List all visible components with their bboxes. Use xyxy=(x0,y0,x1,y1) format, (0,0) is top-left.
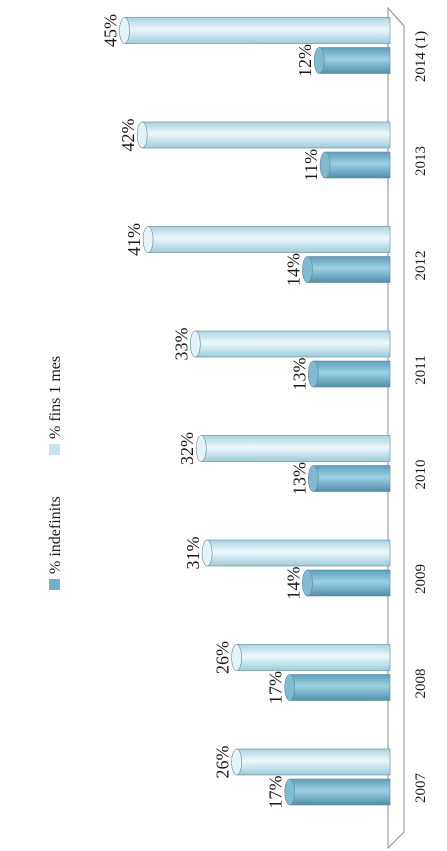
chart-floor xyxy=(387,6,405,850)
value-label: 12% xyxy=(295,44,315,77)
value-label: 31% xyxy=(183,537,203,570)
bar-body xyxy=(147,226,391,253)
category-tick-label: 2008 xyxy=(413,669,429,699)
bar-indefinits-2013 xyxy=(319,151,391,179)
category-tick-label: 2009 xyxy=(413,564,429,594)
value-label: 32% xyxy=(177,432,197,465)
bar-body xyxy=(307,569,391,597)
category-tick-label: 2011 xyxy=(413,355,429,384)
bar-fins-1-mes-2012 xyxy=(142,226,391,253)
category-tick-label: 2010 xyxy=(413,460,429,490)
bar-indefinits-2009 xyxy=(302,569,391,597)
legend-label-fins-1-mes: % fins 1 mes xyxy=(47,356,64,439)
bar-cap xyxy=(313,47,325,74)
value-label: 13% xyxy=(289,462,309,495)
bar-body xyxy=(141,121,391,149)
bar-body xyxy=(289,778,391,806)
bar-cap xyxy=(136,121,148,149)
bar-body xyxy=(124,17,391,44)
value-label: 41% xyxy=(124,223,144,256)
value-label: 33% xyxy=(171,328,191,361)
bar-cap xyxy=(231,748,242,776)
bar-cap xyxy=(307,465,319,492)
bar-fins-1-mes-2008 xyxy=(231,644,391,671)
value-label: 17% xyxy=(266,671,286,704)
bar-cap xyxy=(307,360,319,388)
bar-cap xyxy=(319,151,331,179)
bar-fins-1-mes-2011 xyxy=(190,330,391,358)
bar-cap xyxy=(142,226,154,253)
value-label: 45% xyxy=(101,14,121,47)
bar-cap xyxy=(119,17,130,44)
value-label: 42% xyxy=(118,119,138,152)
bar-body xyxy=(312,465,391,492)
value-label: 17% xyxy=(266,776,286,809)
category-tick-label: 2014 (1) xyxy=(413,31,429,82)
value-label: 13% xyxy=(289,358,309,391)
value-label: 26% xyxy=(213,641,233,674)
bar-body xyxy=(195,330,391,358)
bar-indefinits-2014-1 xyxy=(313,47,391,74)
category-tick-label: 2012 xyxy=(413,251,429,281)
bar-fins-1-mes-2007 xyxy=(231,748,391,776)
bar-indefinits-2007 xyxy=(284,778,391,806)
legend-swatch-fins-1-mes xyxy=(49,444,60,455)
bar-body xyxy=(324,151,391,179)
bar-indefinits-2011 xyxy=(307,360,391,388)
bar-indefinits-2010 xyxy=(307,465,391,492)
bar-body xyxy=(312,360,391,388)
bar-body xyxy=(236,748,391,776)
bar-body xyxy=(307,256,391,283)
value-label: 26% xyxy=(213,746,233,779)
bar-fins-1-mes-2014-1 xyxy=(119,17,391,44)
bar-indefinits-2008 xyxy=(284,674,391,701)
bar-body xyxy=(236,644,391,671)
bar-body xyxy=(206,539,391,567)
bar-body xyxy=(200,435,391,462)
bar-fins-1-mes-2009 xyxy=(201,539,391,567)
bar-cap xyxy=(284,778,296,806)
bar-indefinits-2012 xyxy=(302,256,391,283)
bar-cap xyxy=(201,539,213,567)
bar-body xyxy=(289,674,391,701)
bar-cap xyxy=(302,256,313,283)
bar-cap xyxy=(302,569,313,597)
bar-fins-1-mes-2013 xyxy=(136,121,391,149)
legend: % indefinits % fins 1 mes xyxy=(47,356,64,590)
bar-cap xyxy=(284,674,296,701)
bar-fins-1-mes-2010 xyxy=(195,435,391,462)
legend-label-indefinits: % indefinits xyxy=(47,496,64,574)
value-label: 14% xyxy=(283,253,303,286)
bar-cap xyxy=(231,644,242,671)
bar-body xyxy=(318,47,391,74)
legend-swatch-indefinits xyxy=(49,579,60,590)
category-tick-label: 2013 xyxy=(413,146,429,176)
value-label: 11% xyxy=(301,149,321,181)
bar-cap xyxy=(190,330,201,358)
category-tick-label: 2007 xyxy=(413,773,429,804)
value-label: 14% xyxy=(283,567,303,600)
bar-cap xyxy=(195,435,207,462)
